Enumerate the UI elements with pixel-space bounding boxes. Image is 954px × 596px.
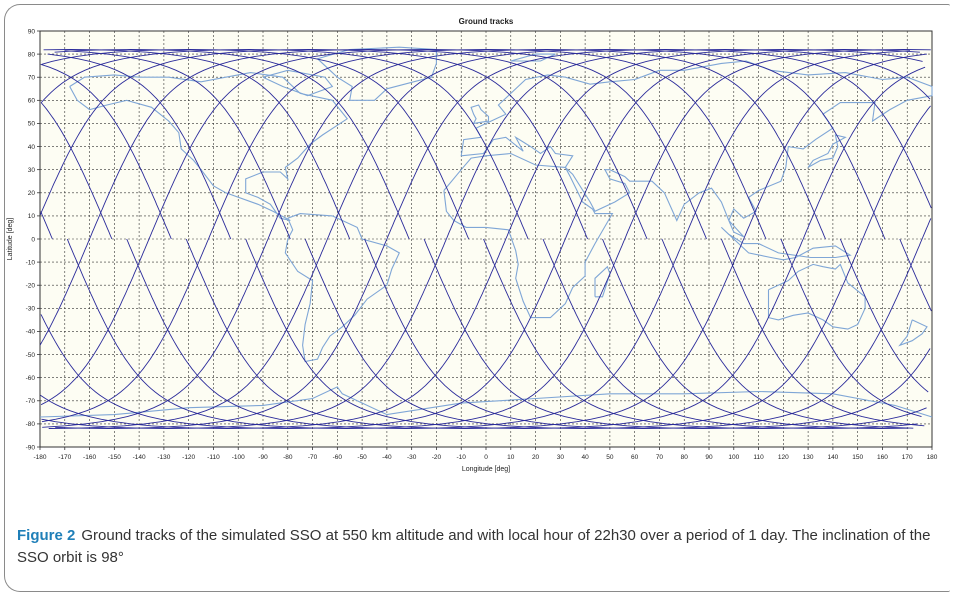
x-tick-label: -140 (133, 454, 146, 461)
x-tick-label: -30 (407, 454, 417, 461)
x-tick-labels: -180 -170 -160 -150 -140 -130 -120 -110 -100 -90-… (33, 447, 938, 461)
figure-frame (4, 4, 950, 592)
ground-track-orbit (40, 49, 929, 429)
x-tick-label: -90 (258, 454, 268, 461)
ground-track-orbit (40, 49, 932, 429)
ground-track-orbit (39, 49, 932, 429)
y-tick-label: -20 (26, 283, 36, 290)
y-tick-label: -30 (26, 306, 36, 313)
caption-text: Ground tracks of the simulated SSO at 55… (17, 527, 931, 566)
y-tick-label: 30 (28, 167, 36, 174)
x-tick-label: 150 (852, 454, 863, 461)
y-tick-label: 80 (28, 51, 36, 58)
coastline-japan (807, 134, 847, 168)
coastline-new-zealand (898, 319, 928, 347)
ground-track-orbit (43, 49, 911, 429)
y-tick-label: 40 (28, 144, 36, 151)
coastline-south-america (284, 213, 401, 363)
x-tick-label: 50 (606, 454, 614, 461)
ground-track-orbit (48, 49, 914, 429)
figure-label: Figure 2 (17, 527, 76, 544)
ground-track-orbit (54, 49, 927, 429)
coastlines (39, 46, 933, 418)
coastline-antarctica (39, 386, 933, 418)
ground-track-orbit (41, 49, 918, 429)
ground-track-orbit (41, 49, 931, 429)
y-tick-label: 50 (28, 121, 36, 128)
x-tick-label: -10 (457, 454, 467, 461)
y-tick-label: -40 (26, 329, 36, 336)
y-axis-label: Latitude [deg] (7, 218, 14, 260)
y-tick-label: 20 (28, 190, 36, 197)
x-tick-label: 110 (753, 454, 764, 461)
x-tick-label: 70 (656, 454, 664, 461)
x-tick-label: 170 (902, 454, 913, 461)
ground-track-orbit (41, 49, 926, 429)
y-tick-label: 90 (28, 28, 36, 35)
coastline-north-america (69, 72, 349, 222)
x-tick-label: -100 (232, 454, 245, 461)
x-tick-label: 120 (778, 454, 789, 461)
x-tick-label: -40 (382, 454, 392, 461)
x-tick-label: -110 (207, 454, 220, 461)
x-tick-label: -70 (308, 454, 318, 461)
y-tick-label: -10 (26, 259, 36, 266)
x-tick-label: 100 (728, 454, 739, 461)
x-tick-label: 60 (631, 454, 639, 461)
ground-track-orbit (40, 49, 932, 429)
coastline-europe-asia (460, 60, 933, 238)
x-tick-label: 90 (705, 454, 713, 461)
x-tick-label: -20 (432, 454, 442, 461)
x-tick-label: -170 (58, 454, 71, 461)
coastline-uk (470, 104, 490, 124)
x-tick-label: 80 (681, 454, 689, 461)
ground-track-orbit (64, 49, 931, 429)
coastline-australia (767, 263, 866, 330)
coastline-madagascar (594, 265, 611, 298)
x-tick-label: -150 (108, 454, 121, 461)
x-tick-label: 40 (581, 454, 589, 461)
y-tick-label: -70 (26, 398, 36, 405)
x-tick-label: -120 (182, 454, 195, 461)
ground-track-orbit (42, 49, 909, 429)
x-tick-label: -50 (357, 454, 367, 461)
y-tick-label: 60 (28, 98, 36, 105)
x-tick-label: -80 (283, 454, 293, 461)
y-tick-labels: 90 80 70 60 50 40 30 20 10 0 -10 -20 -30 -40 -50 -60 -70… (26, 28, 40, 451)
x-tick-label: 160 (877, 454, 888, 461)
x-axis-label: Longitude [deg] (462, 466, 510, 473)
y-tick-label: -50 (26, 352, 36, 359)
y-tick-label: -90 (26, 444, 36, 451)
x-tick-label: -130 (157, 454, 170, 461)
y-tick-label: 0 (31, 236, 35, 243)
ground-track-series (39, 49, 932, 429)
x-tick-label: 10 (507, 454, 515, 461)
coastline-greenland (316, 46, 437, 101)
figure-caption: Figure 2 Ground tracks of the simulated S… (17, 525, 942, 569)
ground-track-orbit (39, 49, 931, 429)
ground-track-orbit (40, 49, 927, 429)
x-tick-label: -60 (333, 454, 343, 461)
x-tick-label: 30 (557, 454, 565, 461)
y-tick-label: -80 (26, 421, 36, 428)
x-tick-label: 180 (927, 454, 938, 461)
x-tick-label: 20 (532, 454, 540, 461)
chart-title: Ground tracks (459, 17, 514, 26)
y-tick-label: 10 (28, 213, 36, 220)
coastline-baffin (262, 69, 334, 97)
ground-tracks-chart: Ground tracks -180 -170 -160 -150 -140 -130 -1… (7, 17, 938, 473)
coastline-indonesia (721, 226, 852, 261)
x-tick-label: 0 (484, 454, 488, 461)
x-tick-label: -180 (33, 454, 46, 461)
y-tick-label: 70 (28, 75, 36, 82)
y-tick-label: -60 (26, 375, 36, 382)
x-tick-label: -160 (83, 454, 96, 461)
coastline-africa (443, 152, 614, 319)
x-tick-label: 140 (827, 454, 838, 461)
x-tick-label: 130 (803, 454, 814, 461)
